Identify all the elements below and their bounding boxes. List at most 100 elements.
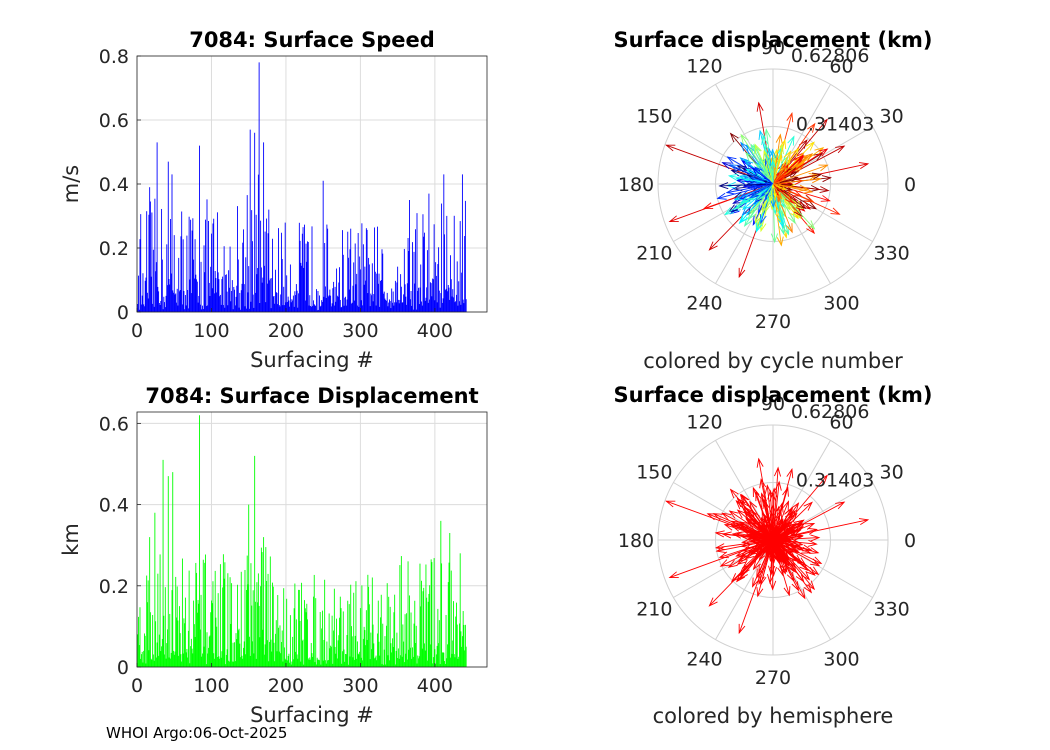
vector-arrowhead (758, 552, 766, 561)
vector-arrowhead (756, 457, 764, 468)
vector-arrowhead (785, 195, 794, 204)
vector-arrowhead (783, 150, 792, 161)
vector-arrowhead (806, 220, 816, 230)
vector-arrowhead (773, 192, 777, 199)
vector-arrowhead (762, 149, 770, 160)
vector-arrowhead (727, 559, 738, 568)
vector-arrowhead (789, 170, 799, 178)
vector-arrowhead (770, 159, 776, 168)
vector-arrowhead (716, 192, 727, 200)
vector-arrowhead (749, 537, 758, 544)
vector-arrowhead (756, 568, 764, 579)
vector-arrowhead (767, 574, 775, 585)
vector-arrowhead (786, 467, 794, 479)
vector-arrowhead (738, 523, 750, 531)
vector-arrowhead (783, 586, 791, 597)
displacement-vector (740, 134, 774, 185)
vector-arrowhead (803, 501, 813, 511)
y-tick-label: 0.2 (99, 576, 129, 598)
vector-arrowhead (802, 186, 814, 194)
vector-arrowhead (787, 213, 796, 225)
vector-arrowhead (755, 222, 763, 233)
chart-caption: colored by hemisphere (653, 704, 894, 728)
vector-arrowhead (762, 180, 767, 184)
vector-arrowhead (708, 597, 718, 607)
vector-arrowhead (769, 156, 776, 166)
y-axis-label: km (59, 523, 83, 556)
vector-arrowhead (764, 540, 769, 543)
vector-arrowhead (749, 191, 759, 199)
vector-arrowhead (718, 551, 729, 559)
vector-arrowhead (768, 511, 776, 521)
vector-arrowhead (766, 147, 774, 158)
vector-arrowhead (762, 203, 769, 214)
vector-arrowhead (726, 156, 737, 165)
y-tick-label: 0 (117, 657, 129, 679)
vector-arrowhead (712, 513, 723, 521)
vector-arrowhead (730, 520, 741, 528)
vector-arrowhead (751, 535, 759, 541)
displacement-vector (772, 539, 784, 576)
angle-label: 30 (880, 462, 904, 484)
vector-arrowhead (777, 519, 784, 528)
vector-arrowhead (741, 493, 750, 504)
vector-arrowhead (770, 233, 778, 244)
vector-arrowhead (755, 193, 764, 202)
displacement-vector (772, 537, 820, 541)
displacement-vector (772, 539, 806, 599)
displacement-vector (772, 539, 803, 551)
vector-arrowhead (779, 138, 787, 150)
vector-arrowhead (746, 181, 755, 188)
x-tick-label: 200 (268, 675, 304, 697)
angle-label: 150 (636, 106, 672, 128)
vector-arrowhead (801, 570, 811, 581)
vector-arrowhead (777, 193, 782, 200)
vector-arrowhead (728, 510, 739, 519)
vector-arrowhead (749, 176, 758, 182)
vector-arrowhead (774, 466, 782, 477)
vector-arrowhead (786, 524, 796, 532)
vector-arrowhead (743, 159, 754, 169)
vector-arrowhead (774, 513, 781, 523)
vector-arrowhead (721, 512, 732, 521)
vector-arrowhead (811, 172, 823, 180)
vector-arrowhead (819, 474, 828, 485)
vector-arrowhead (668, 215, 679, 223)
vector-arrowhead (738, 214, 748, 225)
vector-arrowhead (781, 556, 790, 567)
vector-arrowhead (781, 186, 788, 191)
vector-arrowhead (714, 543, 726, 551)
displacement-vector (772, 520, 803, 541)
vector-arrowhead (735, 500, 745, 510)
vector-arrowhead (708, 241, 718, 251)
vector-arrowhead (755, 490, 763, 502)
vector-arrowhead (791, 581, 800, 592)
vector-arrowhead (760, 516, 768, 526)
vector-arrowhead (769, 166, 774, 173)
y-tick-label: 0.4 (99, 495, 129, 517)
angle-label: 0 (904, 530, 916, 552)
angle-label: 90 (761, 393, 785, 415)
angle-label: 0 (904, 174, 916, 196)
radial-label: 0.31403 (796, 469, 875, 491)
vector-arrowhead (769, 504, 777, 515)
vector-arrowhead (756, 220, 764, 231)
vector-arrowhead (730, 573, 741, 583)
vector-arrowhead (771, 547, 775, 553)
x-tick-label: 400 (417, 320, 453, 342)
vector-arrowhead (801, 201, 812, 210)
vector-arrowhead (793, 178, 804, 186)
chart-title: 7084: Surface Displacement (145, 384, 478, 408)
radial-label: 0.62806 (791, 401, 870, 423)
displacement-vector (772, 539, 802, 564)
displacement-vector (760, 517, 774, 541)
angle-label: 60 (829, 55, 853, 77)
vector-arrowhead (727, 204, 738, 213)
vector-arrowhead (814, 147, 825, 156)
vector-arrowhead (780, 526, 788, 533)
vector-arrowhead (762, 498, 770, 509)
vector-arrowhead (743, 509, 753, 520)
vector-arrowhead (786, 111, 794, 123)
displacement-vector (719, 183, 774, 187)
